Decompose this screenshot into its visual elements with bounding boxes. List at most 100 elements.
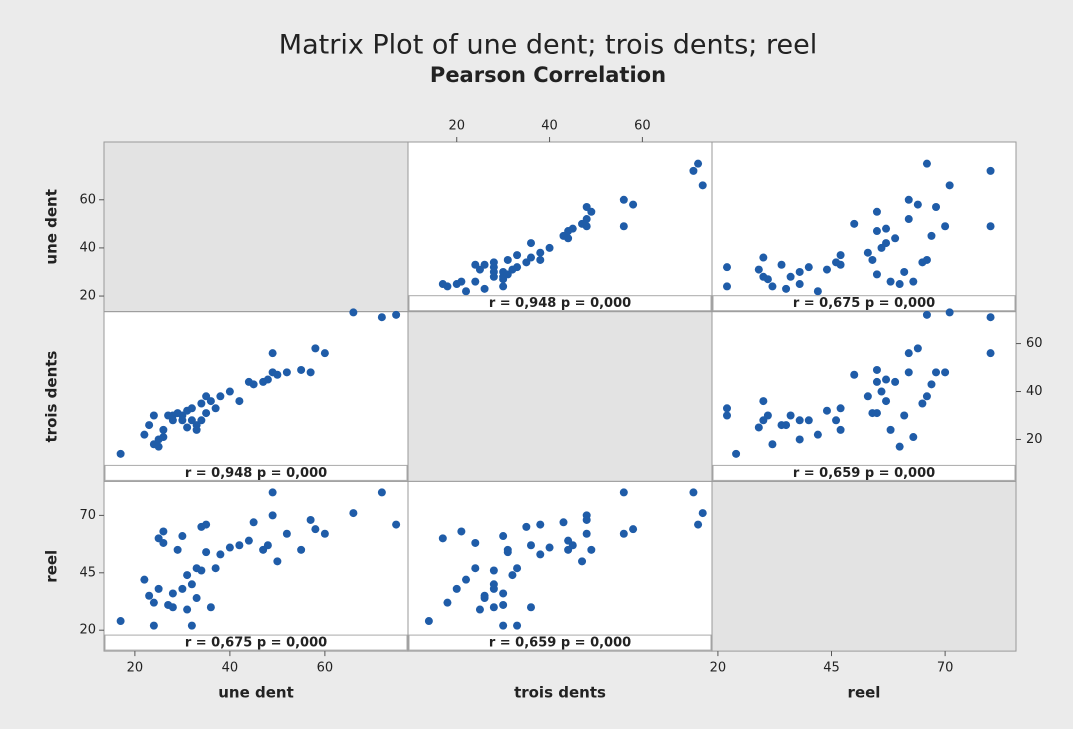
- point: [918, 399, 927, 408]
- point: [522, 522, 531, 531]
- point: [904, 195, 913, 204]
- point: [116, 617, 125, 626]
- point: [489, 566, 498, 575]
- point: [877, 387, 886, 396]
- point: [377, 488, 386, 497]
- point: [759, 253, 768, 262]
- point: [904, 349, 913, 358]
- stat-strip: [104, 634, 408, 651]
- stat-strip: [408, 634, 712, 651]
- point: [508, 571, 517, 580]
- point: [868, 409, 877, 418]
- point: [392, 310, 401, 319]
- point: [559, 518, 568, 527]
- point: [863, 392, 872, 401]
- point: [183, 605, 192, 614]
- point: [154, 584, 163, 593]
- stat-strip: [712, 464, 1016, 481]
- point: [206, 397, 215, 406]
- point: [211, 564, 220, 573]
- point: [895, 280, 904, 289]
- point: [754, 423, 763, 432]
- point: [197, 416, 206, 425]
- point: [619, 195, 628, 204]
- point: [629, 200, 638, 209]
- point: [349, 509, 358, 518]
- point: [149, 411, 158, 420]
- point: [945, 181, 954, 190]
- point: [795, 435, 804, 444]
- point: [759, 272, 768, 281]
- point: [187, 404, 196, 413]
- point: [268, 488, 277, 497]
- point: [268, 511, 277, 520]
- point: [536, 550, 545, 559]
- point: [882, 375, 891, 384]
- point: [822, 265, 831, 274]
- point: [249, 518, 258, 527]
- point: [471, 277, 480, 286]
- point: [836, 404, 845, 413]
- point: [782, 284, 791, 293]
- point: [443, 598, 452, 607]
- point: [499, 589, 508, 598]
- point: [489, 603, 498, 612]
- y-tick-label: 40: [79, 240, 96, 255]
- point: [850, 219, 859, 228]
- point: [891, 377, 900, 386]
- point: [945, 308, 954, 317]
- point: [895, 442, 904, 451]
- y-tick-label: 20: [79, 623, 96, 638]
- point: [489, 267, 498, 276]
- stat-label: r = 0,675 p = 0,000: [185, 636, 327, 651]
- point: [513, 263, 522, 272]
- point: [619, 222, 628, 231]
- y-axis-label: trois dents: [43, 351, 61, 443]
- y-tick-label: 45: [79, 565, 96, 580]
- point: [235, 541, 244, 550]
- point: [526, 541, 535, 550]
- panel: [711, 141, 1017, 313]
- point: [499, 532, 508, 541]
- diagonal-panel: [711, 480, 1017, 652]
- point: [882, 224, 891, 233]
- point: [154, 442, 163, 451]
- point: [882, 239, 891, 248]
- point: [582, 529, 591, 538]
- point: [922, 159, 931, 168]
- x-tick-label: 70: [937, 661, 954, 676]
- point: [471, 538, 480, 547]
- point: [320, 529, 329, 538]
- point: [568, 224, 577, 233]
- stat-strip: [104, 464, 408, 481]
- point: [168, 589, 177, 598]
- point: [587, 545, 596, 554]
- point: [499, 272, 508, 281]
- point: [526, 239, 535, 248]
- point: [489, 584, 498, 593]
- point: [759, 397, 768, 406]
- point: [689, 166, 698, 175]
- x-tick-label: 45: [823, 661, 840, 676]
- point: [197, 399, 206, 408]
- y-tick-label: 20: [1026, 432, 1043, 447]
- point: [909, 277, 918, 286]
- x-tick-label: 60: [317, 661, 334, 676]
- point: [452, 584, 461, 593]
- point: [306, 515, 315, 524]
- point: [986, 222, 995, 231]
- point: [192, 425, 201, 434]
- point: [499, 600, 508, 609]
- point: [471, 260, 480, 269]
- point: [689, 488, 698, 497]
- point: [268, 349, 277, 358]
- point: [900, 267, 909, 276]
- point: [872, 270, 881, 279]
- point: [187, 621, 196, 630]
- stat-label: r = 0,659 p = 0,000: [489, 636, 631, 651]
- point: [503, 255, 512, 264]
- point: [872, 377, 881, 386]
- point: [211, 404, 220, 413]
- point: [145, 591, 154, 600]
